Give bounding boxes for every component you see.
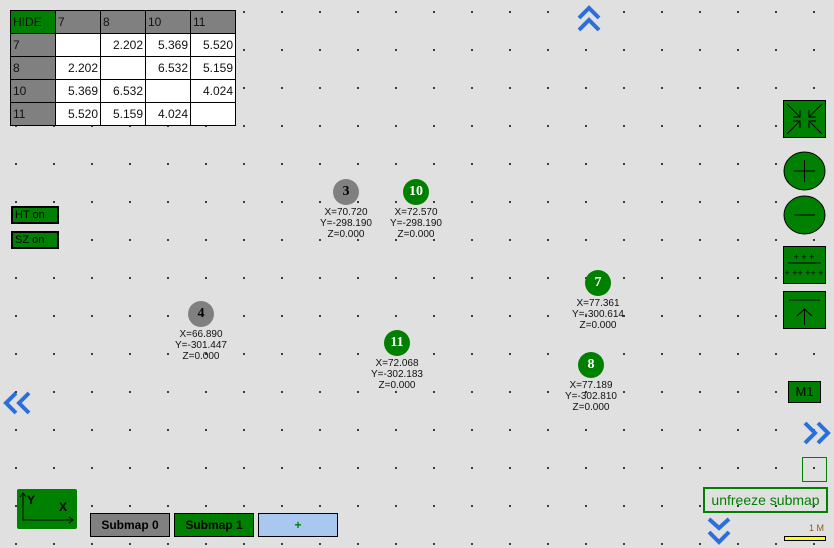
- cell: 5.159: [190, 56, 236, 80]
- cell: [100, 56, 146, 80]
- scatter-icon[interactable]: + + + + ++ ++ +: [783, 246, 826, 284]
- scale-bar: [784, 536, 826, 541]
- z-coord: Z=0.000: [572, 402, 610, 413]
- x-coord: X=77.189: [569, 380, 613, 391]
- add-submap-button[interactable]: +: [258, 513, 338, 537]
- node-coords: X=66.890 Y=-301.447 Z=0.000: [156, 329, 246, 362]
- y-coord: Y=-298.190: [320, 218, 372, 229]
- m1-button[interactable]: M1: [788, 381, 821, 403]
- node-coords: X=70.720 Y=-298.190 Z=0.000: [301, 207, 391, 240]
- x-axis-label: X: [59, 500, 67, 514]
- node-coords: X=72.570 Y=-298.190 Z=0.000: [371, 207, 461, 240]
- pan-down-icon[interactable]: [706, 516, 732, 546]
- submap-0-tab[interactable]: Submap 0: [90, 513, 170, 537]
- cell: 6.532: [100, 79, 146, 103]
- ht-toggle[interactable]: HT on: [11, 206, 59, 224]
- pan-right-icon[interactable]: [802, 420, 832, 446]
- svg-text:+ ++ ++ +: + ++ ++ +: [784, 268, 823, 278]
- cell: 5.520: [190, 33, 236, 57]
- fit-view-icon[interactable]: [783, 100, 826, 138]
- pan-left-icon[interactable]: [2, 390, 32, 416]
- cell: 2.202: [55, 56, 101, 80]
- scale-label: 1 M: [808, 523, 824, 533]
- node-coords: X=77.361 Y=-300.614 Z=0.000: [553, 298, 643, 331]
- unfreeze-submap-button[interactable]: unfreeze submap: [703, 487, 828, 513]
- x-coord: X=66.890: [179, 329, 223, 340]
- node-coords: X=77.189 Y=-302.810 Z=0.000: [546, 380, 636, 413]
- svg-text:+ + +: + + +: [794, 252, 815, 262]
- row-label: 11: [10, 102, 56, 126]
- z-coord: Z=0.000: [182, 351, 220, 362]
- cell: 5.520: [55, 102, 101, 126]
- node-coords: X=72.068 Y=-302.183 Z=0.000: [352, 358, 442, 391]
- x-coord: X=72.570: [394, 207, 438, 218]
- submap-1-tab[interactable]: Submap 1: [174, 513, 254, 537]
- header-cell: 10: [145, 10, 191, 34]
- cell: 2.202: [100, 33, 146, 57]
- move-top-icon[interactable]: [783, 291, 826, 329]
- cell: [190, 102, 236, 126]
- zoom-out-icon[interactable]: [783, 195, 826, 235]
- x-coord: X=77.361: [576, 298, 620, 309]
- header-cell: 11: [190, 10, 236, 34]
- cell: 5.369: [145, 33, 191, 57]
- node-11[interactable]: 11: [384, 330, 410, 356]
- node-4[interactable]: 4: [188, 301, 214, 327]
- distance-table: HIDE 7 8 10 11 7 2.202 5.369 5.520 8 2.202 6.…: [10, 10, 236, 126]
- cell: 4.024: [145, 102, 191, 126]
- cell: 5.159: [100, 102, 146, 126]
- row-label: 10: [10, 79, 56, 103]
- pan-up-icon[interactable]: [576, 4, 602, 32]
- node-8[interactable]: 8: [578, 352, 604, 378]
- cell: 4.024: [190, 79, 236, 103]
- cell: [145, 79, 191, 103]
- x-coord: X=72.068: [375, 358, 419, 369]
- row-label: 7: [10, 33, 56, 57]
- z-coord: Z=0.000: [327, 229, 365, 240]
- z-coord: Z=0.000: [579, 320, 617, 331]
- node-3[interactable]: 3: [333, 179, 359, 205]
- y-coord: Y=-302.183: [371, 369, 423, 380]
- y-coord: Y=-300.614: [572, 309, 624, 320]
- cell: [55, 33, 101, 57]
- x-coord: X=70.720: [324, 207, 368, 218]
- freeze-checkbox[interactable]: [802, 457, 827, 482]
- hide-button[interactable]: HIDE: [10, 10, 56, 34]
- y-axis-label: Y: [27, 493, 35, 507]
- cell: 6.532: [145, 56, 191, 80]
- y-coord: Y=-301.447: [175, 340, 227, 351]
- header-cell: 8: [100, 10, 146, 34]
- node-7[interactable]: 7: [585, 270, 611, 296]
- sz-toggle[interactable]: SZ on: [11, 231, 59, 249]
- zoom-in-icon[interactable]: [783, 151, 826, 191]
- row-label: 8: [10, 56, 56, 80]
- z-coord: Z=0.000: [397, 229, 435, 240]
- y-coord: Y=-302.810: [565, 391, 617, 402]
- node-10[interactable]: 10: [403, 179, 429, 205]
- y-coord: Y=-298.190: [390, 218, 442, 229]
- header-cell: 7: [55, 10, 101, 34]
- cell: 5.369: [55, 79, 101, 103]
- z-coord: Z=0.000: [378, 380, 416, 391]
